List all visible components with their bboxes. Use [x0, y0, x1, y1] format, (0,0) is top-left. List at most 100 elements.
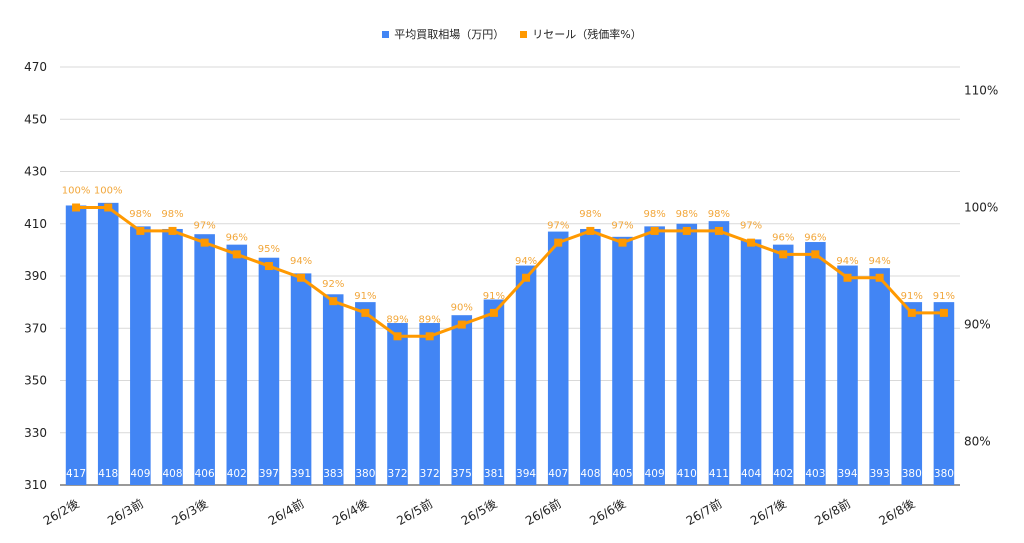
bar-value-label: 408 [580, 468, 600, 480]
x-tick-label: 26/6前 [522, 496, 563, 528]
bar-value-label: 404 [741, 468, 761, 480]
line-point [682, 226, 691, 235]
bar [387, 323, 408, 485]
y2-tick-label: 80% [964, 435, 991, 449]
x-tick-label: 26/7前 [683, 496, 724, 528]
x-tick-label: 26/2後 [41, 496, 82, 528]
bar [162, 228, 183, 485]
x-tick-label: 26/6後 [587, 496, 628, 528]
bar [65, 205, 87, 485]
bar-value-label: 402 [227, 468, 247, 480]
bar [612, 236, 633, 485]
line-value-label: 100% [94, 186, 123, 197]
bar-value-label: 406 [195, 468, 215, 480]
line-value-label: 90% [451, 303, 473, 314]
line-value-label: 94% [290, 256, 312, 267]
bar [483, 299, 505, 485]
bar-value-label: 372 [420, 468, 440, 480]
legend-swatch-bar [382, 30, 390, 38]
line-point [200, 238, 209, 247]
bar [676, 223, 698, 485]
bar-value-label: 418 [98, 468, 118, 480]
line-point [232, 250, 241, 259]
bar-value-label: 394 [837, 468, 857, 480]
y-tick-label: 390 [24, 269, 47, 283]
line-point [554, 238, 563, 247]
bar [258, 257, 280, 485]
y-tick-label: 450 [24, 112, 47, 126]
line-value-label: 96% [226, 232, 248, 243]
legend-item-line[interactable]: リセール（残価率%） [520, 26, 642, 42]
bar [547, 231, 569, 485]
legend-item-bar[interactable]: 平均買取相場（万円） [382, 26, 504, 42]
line-value-label: 98% [161, 209, 183, 220]
line-point [264, 262, 273, 271]
bar [290, 273, 312, 485]
line-point [714, 226, 723, 235]
bar [933, 302, 955, 485]
bar [644, 226, 665, 486]
bar-value-label: 397 [259, 468, 279, 480]
line-point [393, 332, 402, 341]
line-value-label: 89% [419, 314, 441, 325]
bar [805, 242, 826, 485]
bar [708, 221, 730, 485]
line-value-label: 91% [483, 291, 505, 302]
line-point [522, 273, 531, 282]
bar-value-label: 407 [548, 468, 568, 480]
line-value-label: 89% [386, 314, 408, 325]
x-tick-label: 26/3後 [169, 496, 210, 528]
x-tick-label: 26/3前 [105, 496, 146, 528]
bar [869, 268, 890, 485]
legend-label-bar: 平均買取相場（万円） [394, 28, 505, 41]
line-point [875, 273, 884, 282]
bar [97, 202, 119, 485]
line-point [779, 250, 788, 259]
x-tick-label: 26/8前 [812, 496, 853, 528]
y2-tick-label: 110% [964, 83, 998, 97]
bar-value-label: 391 [291, 468, 311, 480]
legend-swatch-line [520, 30, 528, 38]
x-tick-label: 26/7後 [748, 496, 789, 528]
x-tick-label: 26/4後 [330, 496, 371, 528]
line-value-label: 96% [804, 232, 826, 243]
bar-value-label: 372 [387, 468, 407, 480]
bar [226, 244, 248, 485]
bar [194, 234, 215, 485]
bar [740, 239, 762, 485]
bar-value-label: 411 [709, 468, 729, 480]
line-value-label: 97% [740, 221, 762, 232]
line-value-label: 97% [194, 221, 216, 232]
line-value-label: 96% [772, 232, 794, 243]
x-tick-label: 26/8後 [877, 496, 918, 528]
line-value-label: 97% [611, 221, 633, 232]
line-value-label: 91% [901, 291, 923, 302]
line-value-label: 92% [322, 279, 344, 290]
y-tick-label: 410 [24, 217, 47, 231]
bar-value-label: 375 [452, 468, 472, 480]
y-tick-label: 430 [24, 165, 47, 179]
bar-value-label: 403 [805, 468, 825, 480]
y2-tick-label: 100% [964, 201, 998, 215]
bar-value-label: 417 [66, 468, 86, 480]
line-value-label: 97% [547, 221, 569, 232]
bar [772, 244, 794, 485]
bar-value-label: 383 [323, 468, 343, 480]
line-point [168, 226, 177, 235]
line-point [586, 226, 595, 235]
bar [515, 265, 537, 485]
line-value-label: 95% [258, 244, 280, 255]
line-value-label: 98% [676, 209, 698, 220]
line-point [329, 297, 338, 306]
line-value-label: 98% [644, 209, 666, 220]
bar [322, 294, 344, 485]
line-value-label: 94% [869, 256, 891, 267]
line-point [843, 273, 852, 282]
line-point [104, 203, 113, 212]
line-value-label: 94% [515, 256, 537, 267]
line-value-label: 100% [62, 186, 91, 197]
bar-value-label: 408 [162, 468, 182, 480]
bar-value-label: 409 [130, 468, 150, 480]
